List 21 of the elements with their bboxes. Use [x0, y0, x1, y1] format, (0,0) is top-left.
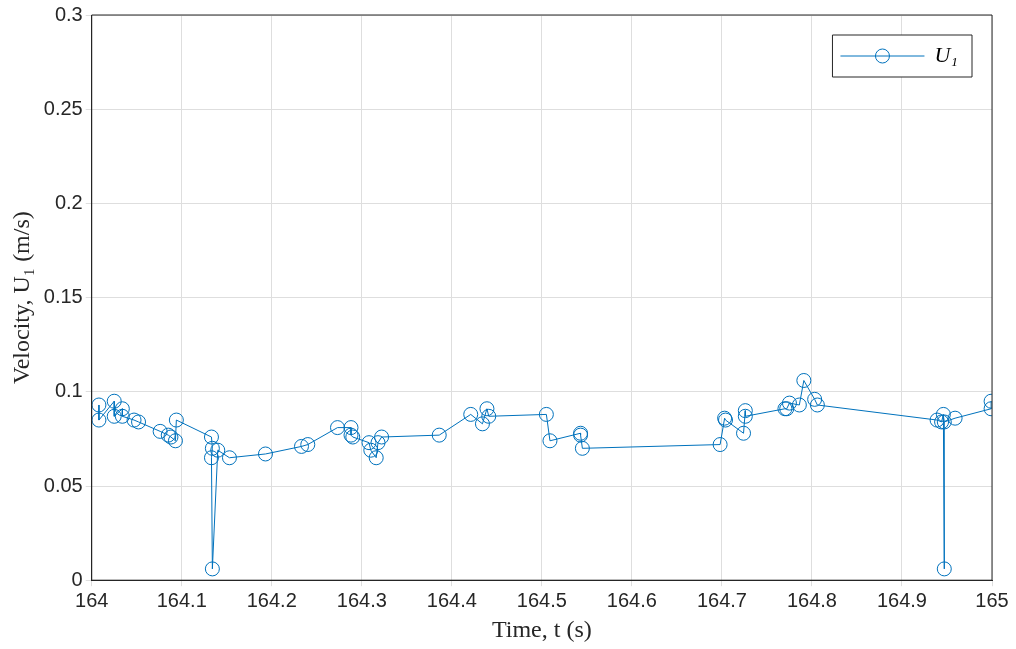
y-tick-label: 0.3	[54, 2, 83, 25]
y-tick-label: 0.1	[54, 379, 83, 402]
y-tick-label: 0.2	[54, 190, 83, 213]
legend-label: U₁	[934, 41, 959, 67]
y-tick-label: 0.15	[43, 285, 83, 308]
x-tick-label: 164.7	[696, 588, 747, 611]
x-tick-label: 164.3	[336, 588, 387, 611]
x-tick-label: 164	[75, 588, 109, 611]
y-axis-title: Velocity, U₁ (m/s)	[7, 211, 34, 384]
x-axis-title: Time, t (s)	[491, 615, 592, 642]
x-tick-label: 164.4	[426, 588, 477, 611]
x-tick-label: 164.8	[786, 588, 837, 611]
y-tick-label: 0.25	[43, 96, 83, 119]
y-tick-label: 0	[71, 567, 83, 590]
x-tick-label: 164.9	[876, 588, 927, 611]
x-tick-label: 164.1	[156, 588, 207, 611]
x-tick-label: 164.2	[246, 588, 297, 611]
x-tick-label: 164.6	[606, 588, 657, 611]
x-tick-label: 164.5	[516, 588, 567, 611]
y-tick-label: 0.05	[43, 473, 83, 496]
x-tick-label: 165	[975, 588, 1009, 611]
